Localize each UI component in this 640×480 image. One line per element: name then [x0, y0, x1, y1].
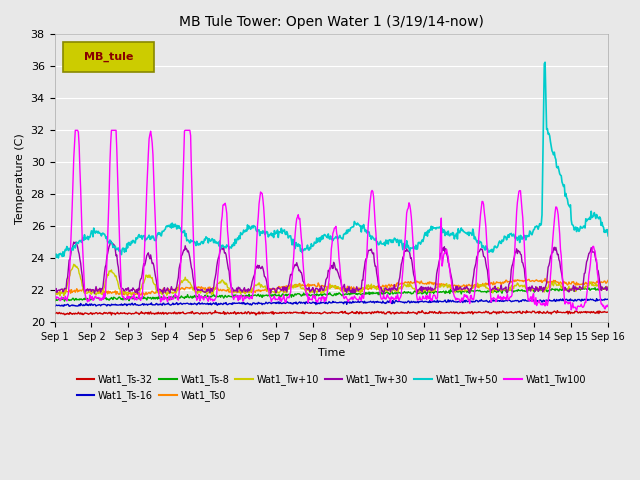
Wat1_Tw+10 — [432, 284, 440, 289]
Wat1_Tw100 — [573, 308, 580, 313]
Wat1_Tw+10 — [378, 288, 385, 293]
Wat1_Tw+30 — [173, 283, 180, 289]
Line: Wat1_Ts-8: Wat1_Ts-8 — [54, 288, 608, 301]
Wat1_Tw+50 — [431, 225, 439, 230]
Wat1_Ts-32 — [324, 310, 332, 316]
Wat1_Tw+10 — [196, 290, 204, 296]
Wat1_Ts-32 — [196, 311, 204, 317]
Wat1_Ts-32 — [433, 310, 440, 315]
FancyBboxPatch shape — [63, 42, 154, 72]
Wat1_Tw+30 — [555, 257, 563, 263]
Wat1_Tw100 — [378, 296, 385, 302]
Wat1_Tw+50 — [172, 223, 180, 228]
Line: Wat1_Tw+50: Wat1_Tw+50 — [54, 62, 608, 259]
Wat1_Tw+30 — [196, 288, 204, 293]
Wat1_Tw100 — [173, 293, 180, 299]
Wat1_Tw+30 — [433, 271, 440, 276]
Wat1_Tw+10 — [554, 282, 562, 288]
Line: Wat1_Tw+10: Wat1_Tw+10 — [54, 264, 608, 297]
Line: Wat1_Ts0: Wat1_Ts0 — [54, 278, 608, 296]
Wat1_Ts-8 — [51, 297, 58, 302]
Wat1_Ts-8 — [378, 289, 385, 295]
Wat1_Ts0 — [432, 280, 440, 286]
Wat1_Tw+50 — [196, 242, 204, 248]
Wat1_Tw+10 — [51, 294, 58, 300]
Wat1_Ts-8 — [173, 293, 180, 299]
Wat1_Ts-32 — [211, 308, 219, 313]
Wat1_Ts-32 — [51, 310, 58, 316]
Legend: Wat1_Ts-32, Wat1_Ts-16, Wat1_Ts-8, Wat1_Ts0, Wat1_Tw+10, Wat1_Tw+30, Wat1_Tw+50,: Wat1_Ts-32, Wat1_Ts-16, Wat1_Ts-8, Wat1_… — [73, 370, 590, 405]
Wat1_Ts-8 — [432, 288, 440, 294]
Wat1_Ts-32 — [378, 311, 386, 316]
Wat1_Ts-8 — [61, 298, 68, 304]
Wat1_Tw+50 — [554, 164, 562, 169]
Wat1_Ts-32 — [555, 310, 563, 315]
Wat1_Ts0 — [324, 284, 332, 290]
Wat1_Ts0 — [604, 277, 612, 283]
Wat1_Ts-16 — [323, 300, 330, 306]
Wat1_Tw100 — [196, 293, 204, 299]
Wat1_Ts0 — [541, 276, 549, 281]
Wat1_Tw100 — [604, 303, 612, 309]
Wat1_Tw+10 — [70, 262, 77, 267]
Title: MB Tule Tower: Open Water 1 (3/19/14-now): MB Tule Tower: Open Water 1 (3/19/14-now… — [179, 15, 484, 29]
Wat1_Tw+30 — [324, 274, 332, 280]
Wat1_Tw100 — [324, 288, 332, 294]
Wat1_Tw+10 — [604, 285, 612, 291]
Wat1_Tw+30 — [604, 284, 612, 290]
Wat1_Tw100 — [554, 212, 562, 217]
Wat1_Ts0 — [173, 286, 180, 292]
Wat1_Tw100 — [72, 127, 79, 133]
Wat1_Tw+50 — [541, 60, 549, 65]
Line: Wat1_Ts-32: Wat1_Ts-32 — [54, 311, 608, 315]
Line: Wat1_Tw100: Wat1_Tw100 — [54, 130, 608, 311]
Y-axis label: Temperature (C): Temperature (C) — [15, 133, 25, 224]
Text: MB_tule: MB_tule — [84, 52, 134, 62]
Wat1_Ts0 — [51, 289, 58, 295]
Wat1_Ts-8 — [196, 295, 204, 300]
Wat1_Tw+50 — [377, 238, 385, 244]
Wat1_Ts-16 — [51, 303, 58, 309]
Wat1_Tw+50 — [323, 234, 330, 240]
Wat1_Ts-16 — [196, 301, 204, 307]
Wat1_Ts-8 — [604, 286, 612, 291]
X-axis label: Time: Time — [317, 348, 345, 358]
Line: Wat1_Ts-16: Wat1_Ts-16 — [54, 299, 608, 306]
Wat1_Tw100 — [51, 295, 58, 301]
Wat1_Ts-32 — [172, 311, 180, 317]
Line: Wat1_Tw+30: Wat1_Tw+30 — [54, 241, 608, 294]
Wat1_Ts-8 — [554, 288, 562, 293]
Wat1_Ts-16 — [172, 300, 180, 306]
Wat1_Ts0 — [124, 293, 131, 299]
Wat1_Ts-32 — [252, 312, 260, 318]
Wat1_Ts-16 — [554, 298, 561, 303]
Wat1_Ts-16 — [593, 296, 600, 301]
Wat1_Ts-16 — [377, 299, 385, 305]
Wat1_Tw+30 — [378, 285, 385, 291]
Wat1_Tw+50 — [604, 233, 612, 239]
Wat1_Tw+30 — [107, 238, 115, 244]
Wat1_Ts-32 — [604, 309, 612, 315]
Wat1_Tw+10 — [173, 288, 180, 294]
Wat1_Tw+50 — [51, 256, 58, 262]
Wat1_Tw+10 — [324, 284, 332, 290]
Wat1_Ts-16 — [431, 299, 439, 305]
Wat1_Tw+30 — [51, 288, 58, 294]
Wat1_Ts0 — [196, 287, 204, 292]
Wat1_Tw100 — [432, 296, 440, 301]
Wat1_Ts0 — [378, 285, 385, 290]
Wat1_Tw+30 — [380, 291, 387, 297]
Wat1_Ts-16 — [604, 296, 612, 302]
Wat1_Ts-8 — [324, 292, 332, 298]
Wat1_Ts0 — [555, 282, 563, 288]
Wat1_Ts-8 — [572, 285, 580, 290]
